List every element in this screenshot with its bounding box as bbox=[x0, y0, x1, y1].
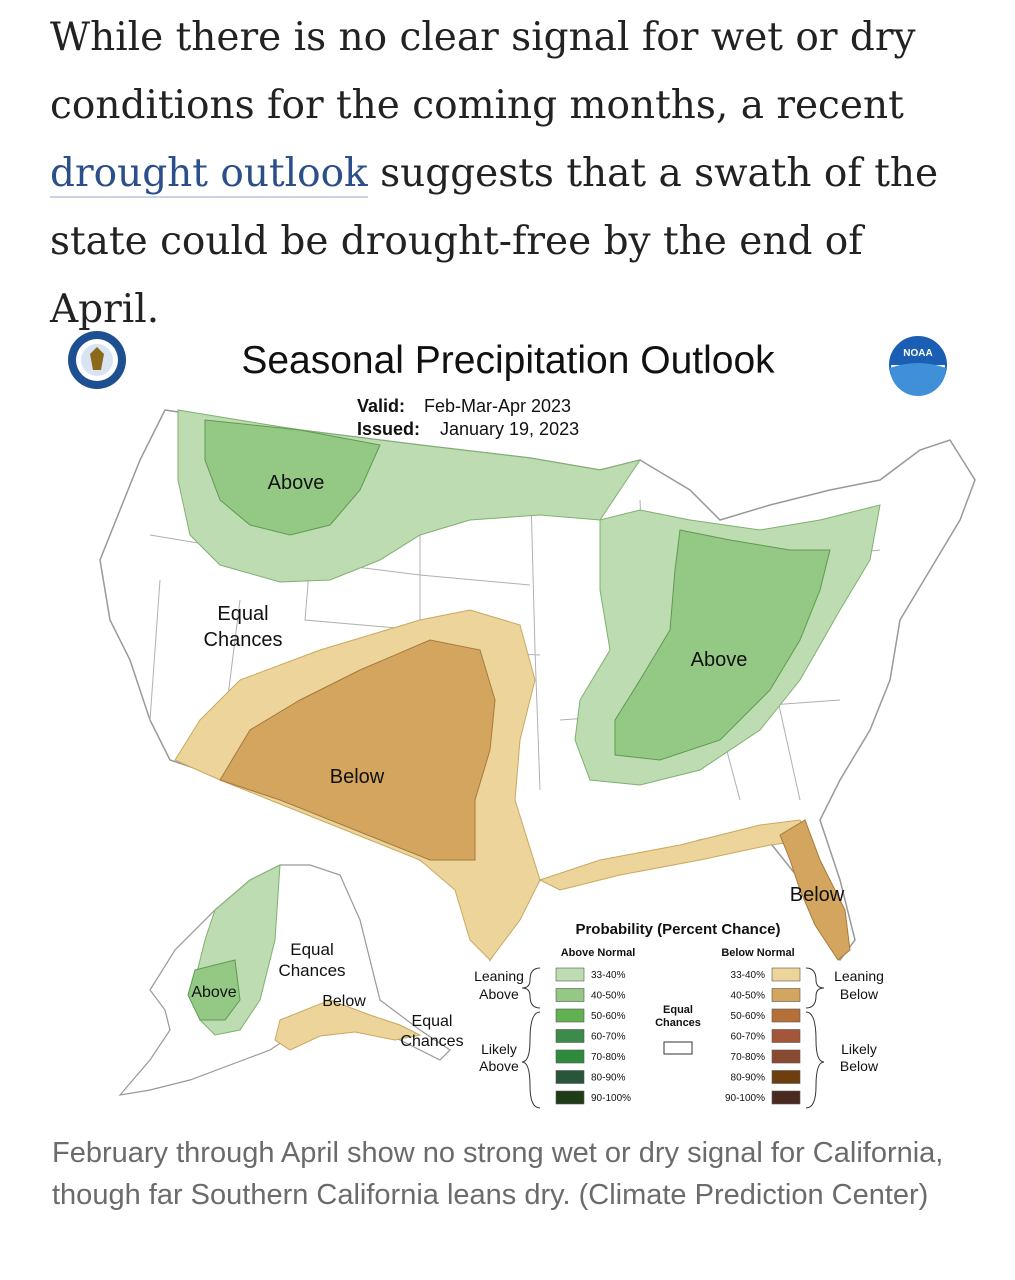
article-paragraph: While there is no clear signal for wet o… bbox=[50, 4, 980, 344]
legend-leaning-below-line2: Below bbox=[840, 986, 879, 1002]
legend-above-swatch bbox=[555, 1008, 585, 1023]
legend-below-range-label: 33-40% bbox=[731, 970, 766, 981]
noaa-logo-icon: NOAA bbox=[889, 336, 947, 396]
legend-above-range-label: 80-90% bbox=[591, 1073, 626, 1084]
valid-value: Feb-Mar-Apr 2023 bbox=[424, 396, 571, 416]
legend-likely-above-line1: Likely bbox=[481, 1041, 517, 1057]
legend-above-swatch bbox=[555, 1070, 585, 1084]
label-alaska-equal-se-line2: Chances bbox=[400, 1033, 463, 1050]
outlook-map: NOAA Seasonal Precipitation Outlook Vali… bbox=[68, 331, 976, 1109]
issued-value: January 19, 2023 bbox=[440, 419, 579, 439]
below-florida-40-50-region bbox=[779, 819, 851, 961]
legend-leaning-above-line2: Above bbox=[479, 986, 519, 1002]
legend-leaning-below-line1: Leaning bbox=[834, 968, 884, 984]
commerce-seal-icon bbox=[68, 331, 126, 389]
above-east-40-50-region bbox=[614, 529, 831, 761]
legend-above-swatch bbox=[555, 1029, 585, 1043]
legend-above-range-label: 60-70% bbox=[591, 1032, 626, 1043]
label-below-southwest: Below bbox=[330, 766, 385, 788]
probability-legend: Probability (Percent Chance) Above Norma… bbox=[474, 921, 884, 1109]
legend-likely-below-line2: Below bbox=[840, 1058, 879, 1074]
label-alaska-equal-se-line1: Equal bbox=[412, 1013, 453, 1030]
precipitation-outlook-figure: NOAA Seasonal Precipitation Outlook Vali… bbox=[0, 320, 1015, 1120]
legend-below-range-label: 60-70% bbox=[731, 1032, 766, 1043]
article-text-before-link: While there is no clear signal for wet o… bbox=[50, 15, 916, 128]
legend-bracket-likely-below bbox=[805, 1011, 825, 1109]
legend-below-swatch bbox=[771, 988, 801, 1002]
noaa-logo-text: NOAA bbox=[903, 348, 932, 359]
legend-below-swatches: 33-40% 40-50% 50-60% 60-70% 70-80% 80-90% 90-1… bbox=[725, 967, 801, 1105]
label-alaska-below: Below bbox=[322, 993, 366, 1010]
legend-leaning-above-line1: Leaning bbox=[474, 968, 524, 984]
legend-below-range-label: 70-80% bbox=[731, 1052, 766, 1063]
legend-above-header: Above Normal bbox=[561, 947, 636, 959]
above-north-40-50-region bbox=[204, 419, 381, 536]
legend-bracket-likely-above bbox=[521, 1011, 541, 1109]
legend-bracket-leaning-below bbox=[805, 967, 825, 1009]
legend-below-swatch bbox=[771, 1029, 801, 1043]
legend-above-swatches: 33-40% 40-50% 50-60% 60-70% 70-80% 80-90% 90-1… bbox=[555, 967, 631, 1105]
legend-likely-below-line1: Likely bbox=[841, 1041, 877, 1057]
legend-below-swatch bbox=[771, 1008, 801, 1023]
label-alaska-equal-line2: Chances bbox=[278, 961, 345, 980]
drought-outlook-link[interactable]: drought outlook bbox=[50, 151, 368, 198]
legend-above-swatch bbox=[555, 1090, 585, 1105]
map-title: Seasonal Precipitation Outlook bbox=[241, 339, 775, 382]
label-above-north: Above bbox=[268, 472, 325, 494]
legend-below-range-label: 90-100% bbox=[725, 1093, 765, 1104]
legend-equal-line2: Chances bbox=[655, 1017, 701, 1029]
label-above-east: Above bbox=[691, 649, 748, 671]
legend-above-range-label: 90-100% bbox=[591, 1093, 631, 1104]
legend-equal-swatch bbox=[663, 1041, 693, 1055]
alaska-below-33-40-region bbox=[274, 999, 422, 1051]
below-southwest-40-50-region bbox=[219, 639, 496, 861]
legend-above-swatch bbox=[555, 1049, 585, 1064]
label-equal-west-line2: Chances bbox=[204, 629, 283, 651]
legend-below-header: Below Normal bbox=[721, 947, 794, 959]
legend-above-range-label: 33-40% bbox=[591, 970, 626, 981]
legend-likely-above-line2: Above bbox=[479, 1058, 519, 1074]
legend-above-range-label: 40-50% bbox=[591, 991, 626, 1002]
legend-below-swatch bbox=[771, 1049, 801, 1064]
label-equal-west-line1: Equal bbox=[217, 603, 268, 625]
legend-above-range-label: 50-60% bbox=[591, 1011, 626, 1022]
legend-below-swatch bbox=[771, 1070, 801, 1084]
legend-above-range-label: 70-80% bbox=[591, 1052, 626, 1063]
legend-below-range-label: 40-50% bbox=[731, 991, 766, 1002]
legend-below-swatch bbox=[771, 967, 801, 982]
label-alaska-above: Above bbox=[191, 984, 236, 1001]
legend-bracket-leaning-above bbox=[521, 967, 541, 1009]
issued-label: Issued: bbox=[357, 419, 420, 439]
legend-below-range-label: 80-90% bbox=[731, 1073, 766, 1084]
article-text-after-link: suggests that a swath of the state could… bbox=[50, 151, 939, 332]
label-alaska-equal-line1: Equal bbox=[290, 940, 333, 959]
legend-below-swatch bbox=[771, 1090, 801, 1105]
alaska-outline bbox=[118, 864, 451, 1096]
legend-title: Probability (Percent Chance) bbox=[575, 921, 780, 938]
alaska-above-40-50-region bbox=[187, 959, 241, 1021]
label-below-florida: Below bbox=[790, 884, 845, 906]
legend-equal-line1: Equal bbox=[663, 1004, 693, 1016]
legend-above-swatch bbox=[555, 988, 585, 1002]
legend-below-range-label: 50-60% bbox=[731, 1011, 766, 1022]
figure-caption: February through April show no strong we… bbox=[52, 1137, 944, 1211]
legend-above-swatch bbox=[555, 967, 585, 982]
valid-label: Valid: bbox=[357, 396, 405, 416]
